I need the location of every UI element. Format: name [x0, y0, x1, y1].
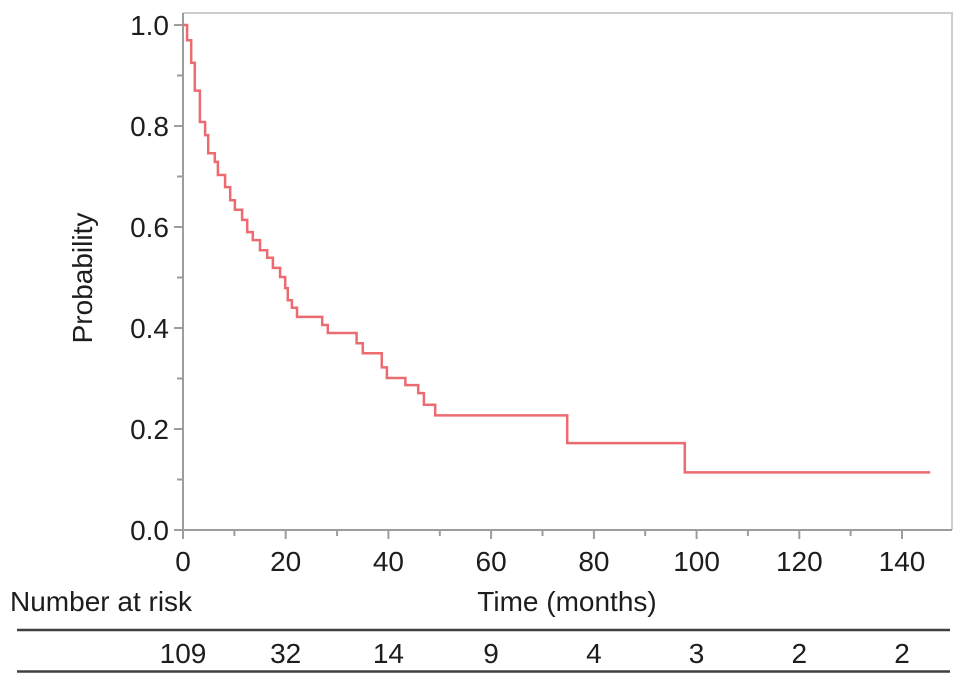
y-axis-tick-label: 0.2	[130, 414, 169, 445]
x-axis-tick-label: 100	[673, 546, 720, 577]
plot-frame	[183, 12, 953, 530]
x-axis-tick-label: 140	[879, 546, 926, 577]
risk-count: 4	[586, 638, 602, 669]
risk-count: 14	[373, 638, 404, 669]
risk-count: 2	[792, 638, 808, 669]
y-axis-tick-label: 0.6	[130, 212, 169, 243]
y-axis-tick-label: 0.8	[130, 111, 169, 142]
y-axis-title: Probability	[67, 212, 98, 344]
y-axis-tick-label: 1.0	[130, 10, 169, 41]
x-axis-tick-label: 40	[373, 546, 404, 577]
risk-count: 32	[270, 638, 301, 669]
x-axis-title: Time (months)	[477, 586, 657, 617]
x-axis-tick-label: 20	[270, 546, 301, 577]
survival-curve	[183, 23, 931, 474]
risk-count: 2	[894, 638, 910, 669]
x-axis-tick-label: 60	[476, 546, 507, 577]
x-axis-tick-label: 120	[776, 546, 823, 577]
risk-count: 9	[483, 638, 499, 669]
y-axis-tick-label: 0.0	[130, 515, 169, 546]
x-axis-tick-label: 80	[578, 546, 609, 577]
y-axis-tick-label: 0.4	[130, 313, 169, 344]
x-axis-tick-label: 0	[175, 546, 191, 577]
axis-lines	[182, 13, 952, 531]
risk-table-label: Number at risk	[10, 586, 193, 617]
risk-count: 109	[160, 638, 207, 669]
risk-count: 3	[689, 638, 705, 669]
